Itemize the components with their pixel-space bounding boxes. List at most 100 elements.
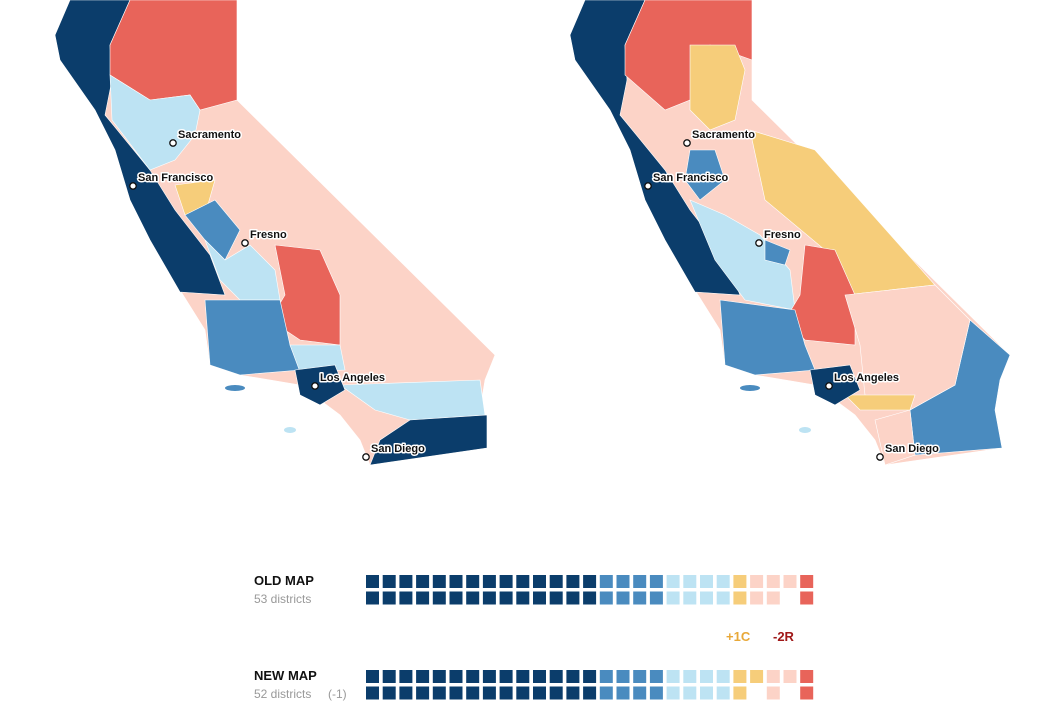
city-label: San Diego: [885, 443, 939, 455]
district-square: [783, 575, 797, 588]
city-dot: [755, 239, 763, 247]
district-square: [533, 575, 546, 588]
district-square: [733, 686, 747, 700]
district-square: [683, 575, 697, 588]
district-square: [583, 575, 597, 588]
district-square: [482, 686, 496, 700]
island: [284, 427, 296, 433]
district-square: [766, 686, 780, 700]
district: [294, 364, 346, 406]
district-square: [666, 686, 680, 700]
district-square: [516, 575, 530, 588]
district-square: [716, 686, 730, 700]
district: [109, 74, 201, 171]
district-square: [649, 686, 663, 700]
city-label: Los Angeles: [834, 372, 899, 384]
district-square: [366, 686, 379, 700]
change-label: -2R: [773, 629, 795, 644]
district-square: [416, 670, 430, 683]
old-map-subtitle: 53 districts: [254, 592, 311, 606]
district-square: [666, 591, 680, 605]
city-dot: [644, 182, 652, 190]
district-square: [499, 686, 513, 700]
district-square: [466, 686, 480, 700]
district-square: [750, 670, 764, 683]
island: [225, 385, 245, 391]
city-dot: [362, 453, 370, 461]
city-label: San Diego: [371, 443, 425, 455]
district-square: [516, 670, 530, 683]
district: [844, 284, 971, 411]
district-square: [533, 686, 546, 700]
island: [740, 385, 760, 391]
district-square: [583, 670, 597, 683]
city-label: San Francisco: [653, 172, 728, 184]
district: [764, 239, 791, 266]
district-square: [666, 575, 680, 588]
district-square: [549, 670, 563, 683]
district-square: [416, 686, 430, 700]
district: [874, 409, 916, 466]
district-square: [649, 591, 663, 605]
city-label: Sacramento: [178, 129, 241, 141]
district-square: [750, 575, 764, 588]
city-label: Fresno: [250, 229, 287, 241]
city-label: Fresno: [764, 229, 801, 241]
district-square: [499, 591, 513, 605]
district: [184, 199, 241, 261]
district-square: [516, 686, 530, 700]
new-map-note: (-1): [328, 687, 347, 701]
district-square: [482, 591, 496, 605]
district-square: [449, 591, 463, 605]
district-square: [466, 670, 480, 683]
district-square: [633, 670, 647, 683]
district: [204, 239, 281, 301]
district-square: [449, 575, 463, 588]
district-square: [533, 591, 546, 605]
district-square: [766, 670, 780, 683]
district-square: [382, 686, 396, 700]
district-square: [549, 575, 563, 588]
district-square: [633, 591, 647, 605]
district-square: [700, 686, 713, 700]
district: [684, 149, 726, 201]
new-map-subtitle: 52 districts: [254, 687, 311, 701]
district-square: [399, 670, 413, 683]
city-dot: [825, 382, 833, 390]
district-square: [716, 591, 730, 605]
district-square: [432, 670, 446, 683]
district-square: [416, 591, 430, 605]
district-square: [499, 670, 513, 683]
district-square: [599, 591, 613, 605]
district-square: [583, 686, 597, 700]
district-square: [533, 670, 546, 683]
district-square: [616, 686, 630, 700]
old-map-title: OLD MAP: [254, 573, 314, 588]
district-square: [566, 670, 580, 683]
old-map: Sacramento San Francisco Fresno Los Angeles…: [54, 0, 496, 466]
district-square: [616, 575, 630, 588]
district-square: [599, 575, 613, 588]
district-square: [549, 591, 563, 605]
district-square: [766, 591, 780, 605]
district-square: [399, 575, 413, 588]
district-square: [366, 591, 379, 605]
district-square: [700, 591, 713, 605]
district-square: [449, 670, 463, 683]
district-square: [733, 670, 747, 683]
district-square: [616, 670, 630, 683]
district-square: [716, 670, 730, 683]
district-square: [382, 591, 396, 605]
city-label: Sacramento: [692, 129, 755, 141]
city-dot: [876, 453, 884, 461]
district-square: [716, 575, 730, 588]
district-square: [800, 670, 814, 683]
district-square: [599, 670, 613, 683]
district-square: [583, 591, 597, 605]
district-square: [549, 686, 563, 700]
district-square: [416, 575, 430, 588]
district-square: [800, 686, 814, 700]
district-square: [649, 575, 663, 588]
district-square: [566, 591, 580, 605]
